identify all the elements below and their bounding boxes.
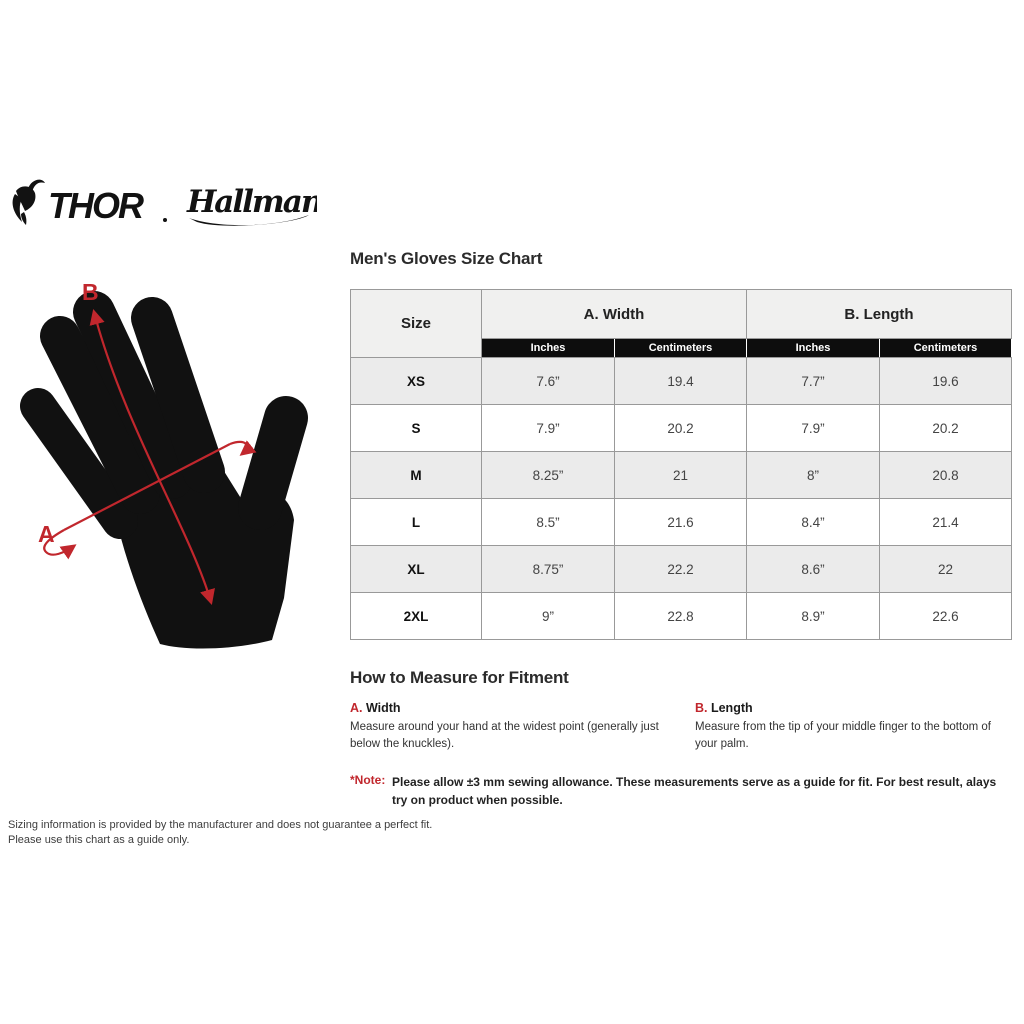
size-cell: XS (350, 357, 482, 405)
column-header-size: Size (350, 289, 482, 358)
subheader-width-inches: Inches (481, 338, 615, 358)
width-cm-cell: 21 (614, 451, 747, 499)
measure-length-label: Length (707, 701, 753, 715)
label-a: A (38, 521, 55, 547)
measure-width-section: A. Width Measure around your hand at the… (350, 701, 682, 752)
subheader-width-centimeters: Centimeters (614, 338, 747, 358)
length-cm-cell: 20.8 (879, 451, 1012, 499)
width-in-cell: 7.9” (481, 404, 615, 452)
width-cm-cell: 21.6 (614, 498, 747, 546)
measure-width-label: Width (362, 701, 401, 715)
width-in-cell: 9” (481, 592, 615, 640)
width-cm-cell: 20.2 (614, 404, 747, 452)
width-in-cell: 8.75” (481, 545, 615, 593)
measure-length-section: B. Length Measure from the tip of your m… (695, 701, 1015, 752)
length-arrow-b (89, 309, 215, 605)
size-cell: M (350, 451, 482, 499)
length-cm-cell: 22.6 (879, 592, 1012, 640)
table-row: XS 7.6” 19.4 7.7” 19.6 (350, 357, 1012, 405)
footer-disclaimer: Sizing information is provided by the ma… (8, 818, 432, 849)
table-row: L 8.5” 21.6 8.4” 21.4 (350, 498, 1012, 546)
label-b: B (82, 279, 99, 305)
subheader-length-inches: Inches (746, 338, 880, 358)
hallman-logo: Hallman (186, 184, 317, 226)
length-cm-cell: 19.6 (879, 357, 1012, 405)
size-chart-table: Size A. Width B. Length Inches Centimete… (350, 289, 1012, 640)
note-text: Please allow ±3 mm sewing allowance. The… (392, 775, 997, 807)
note-label: *Note: (350, 773, 386, 787)
length-in-cell: 7.9” (746, 404, 880, 452)
table-row: S 7.9” 20.2 7.9” 20.2 (350, 404, 1012, 452)
howto-title: How to Measure for Fitment (350, 668, 569, 687)
length-cm-cell: 22 (879, 545, 1012, 593)
width-arrow-a-right-hook (229, 440, 257, 456)
size-cell: L (350, 498, 482, 546)
length-in-cell: 8.6” (746, 545, 880, 593)
measure-width-prefix: A. (350, 701, 363, 715)
width-cm-cell: 22.8 (614, 592, 747, 640)
width-arrow-a (63, 443, 231, 531)
measure-length-description: Measure from the tip of your middle fing… (695, 721, 991, 750)
column-header-width: A. Width (481, 289, 747, 339)
length-cm-cell: 20.2 (879, 404, 1012, 452)
size-cell: S (350, 404, 482, 452)
length-in-cell: 8” (746, 451, 880, 499)
length-cm-cell: 21.4 (879, 498, 1012, 546)
table-row: XL 8.75” 22.2 8.6” 22 (350, 545, 1012, 593)
glove-silhouette (20, 291, 308, 649)
measure-width-description: Measure around your hand at the widest p… (350, 721, 659, 750)
subheader-length-centimeters: Centimeters (879, 338, 1012, 358)
footer-line-1: Sizing information is provided by the ma… (8, 819, 433, 831)
size-cell: XL (350, 545, 482, 593)
length-in-cell: 7.7” (746, 357, 880, 405)
column-header-length: B. Length (746, 289, 1012, 339)
measure-length-prefix: B. (695, 701, 708, 715)
width-in-cell: 7.6” (481, 357, 615, 405)
width-cm-cell: 19.4 (614, 357, 747, 405)
measure-length-heading: B. Length (695, 701, 1015, 715)
measurement-arrows (43, 309, 257, 605)
width-in-cell: 8.25” (481, 451, 615, 499)
width-cm-cell: 22.2 (614, 545, 747, 593)
table-row: 2XL 9” 22.8 8.9” 22.6 (350, 592, 1012, 640)
note-section: *Note: Please allow ±3 mm sewing allowan… (350, 773, 1005, 809)
footer-line-2: Please use this chart as a guide only. (8, 834, 190, 847)
page-title: Men's Gloves Size Chart (350, 249, 543, 268)
hallman-logo-text: Hallman (186, 184, 317, 220)
glove-measurement-figure: B A (20, 279, 308, 649)
table-row: M 8.25” 21 8” 20.8 (350, 451, 1012, 499)
thor-logo-text: THOR (48, 185, 144, 226)
width-in-cell: 8.5” (481, 498, 615, 546)
size-cell: 2XL (350, 592, 482, 640)
measure-width-heading: A. Width (350, 701, 682, 715)
thor-logo: THOR (12, 179, 167, 226)
length-in-cell: 8.4” (746, 498, 880, 546)
width-arrow-a-left-curl (43, 529, 77, 560)
thor-helmet-icon (12, 179, 45, 225)
length-in-cell: 8.9” (746, 592, 880, 640)
